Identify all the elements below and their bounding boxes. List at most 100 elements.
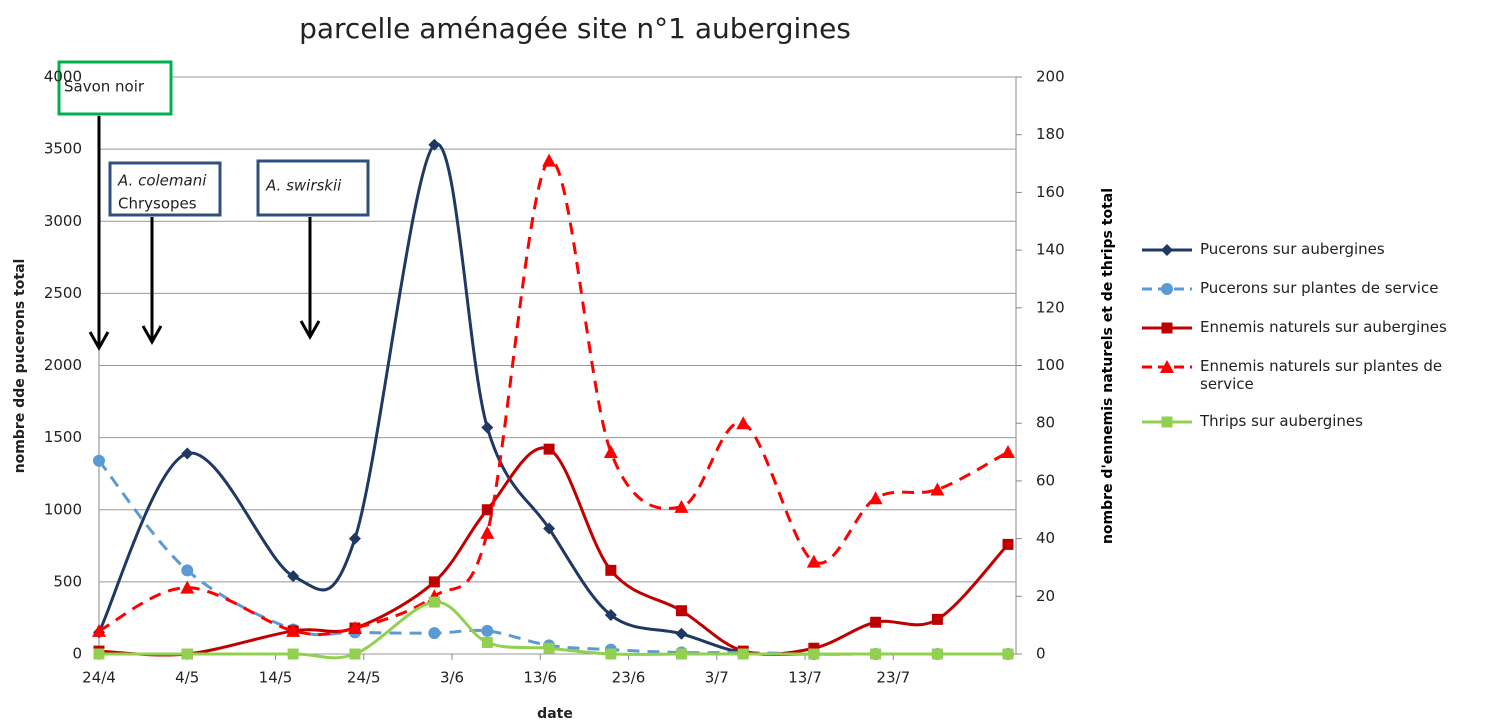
y2-tick-label: 80 [1036,414,1055,432]
marker [675,648,687,660]
marker [736,416,751,430]
legend-swatch [1142,416,1192,428]
marker [92,623,106,637]
y2-tick-label: 0 [1036,645,1046,663]
legend-item: Ennemis naturels sur plantes de service [1140,357,1490,393]
x-tick-label: 24/5 [347,669,381,687]
marker [1160,360,1174,373]
marker [543,642,555,654]
marker [428,627,441,640]
y-tick-label: 2500 [44,284,82,302]
y2-tick-label: 120 [1036,298,1065,316]
series-line [98,159,1009,636]
annotation: A. colemani [117,172,207,190]
x-axis-label: date [537,706,573,722]
marker [808,648,820,660]
x-tick-label: 3/6 [440,669,464,687]
y-tick-label: 1000 [44,500,82,518]
y2-tick-label: 160 [1036,183,1065,201]
marker [347,621,362,635]
annotations: Savon noir A. colemani Chrysopes A. swir… [57,60,370,352]
y-tick-label: 2000 [44,356,82,374]
y-tick-label: 3500 [44,140,82,158]
marker [604,609,617,622]
marker [1161,244,1173,256]
annotation-box [57,60,173,116]
marker [1002,538,1014,550]
marker [1161,322,1173,334]
x-tick-label: 13/6 [523,669,557,687]
x-tick-label: 23/6 [612,669,646,687]
marker [481,504,493,516]
marker [543,443,555,455]
arrows [88,116,321,352]
marker [93,648,105,660]
x-tick-label: 13/7 [788,669,822,687]
x-tick-label: 23/7 [876,669,910,687]
marker [480,525,495,539]
chart-title: parcelle aménagée site n°1 aubergines [299,12,851,45]
marker [481,421,494,434]
y2-tick-label: 140 [1036,241,1065,259]
marker [930,482,945,496]
marker [428,596,440,608]
legend-item: Pucerons sur aubergines [1140,240,1490,260]
marker [542,153,557,167]
marker [543,522,556,535]
marker [737,648,749,660]
legend-label: Thrips sur aubergines [1200,412,1363,430]
legend-label: Pucerons sur plantes de service [1200,279,1439,297]
marker [428,576,440,588]
marker [674,499,689,513]
marker [286,623,301,637]
marker [808,642,820,654]
y-tick-label: 3000 [44,212,82,230]
annotation-box [108,161,222,217]
legend-item: Pucerons sur plantes de service [1140,279,1490,299]
y2-tick-label: 200 [1036,68,1065,86]
marker [1161,283,1173,295]
y2-axis-label: nombre d'ennemis naturels et de thrips t… [1100,187,1116,545]
series-line [97,142,1008,656]
legend-label: Pucerons sur aubergines [1200,240,1385,258]
legend-label: Ennemis naturels sur aubergines [1200,318,1447,336]
y-tick-label: 500 [53,572,82,590]
legend-swatch [1142,322,1192,334]
marker [1001,445,1015,459]
marker [605,648,617,660]
legend-swatch [1142,360,1192,373]
legend: Pucerons sur aubergines Pucerons sur plan… [1140,240,1490,451]
marker [348,532,361,545]
y2-tick-label: 180 [1036,125,1065,143]
marker [605,564,617,576]
y2-tick-label: 60 [1036,471,1055,489]
marker [675,627,688,640]
marker [181,648,193,660]
annotation: Chrysopes [118,195,197,213]
marker [287,648,299,660]
y2-tick-label: 40 [1036,529,1055,547]
arrow [141,217,163,346]
marker [806,554,821,568]
y-tick-label: 0 [72,645,82,663]
marker [180,580,195,594]
annotation-box [256,159,370,217]
marker [870,616,882,628]
marker [181,564,194,577]
marker [868,491,883,505]
marker [603,445,618,459]
x-tick-label: 3/7 [705,669,729,687]
marker [1161,416,1173,428]
marker [675,605,687,617]
marker [1002,648,1014,660]
marker [181,447,194,460]
x-tick-label: 14/5 [259,669,293,687]
y2-tick-label: 20 [1036,587,1055,605]
marker [428,138,441,151]
marker [349,648,361,660]
marker [931,648,943,660]
marker [287,570,300,583]
legend-label: Ennemis naturels sur plantes de service [1200,357,1443,393]
